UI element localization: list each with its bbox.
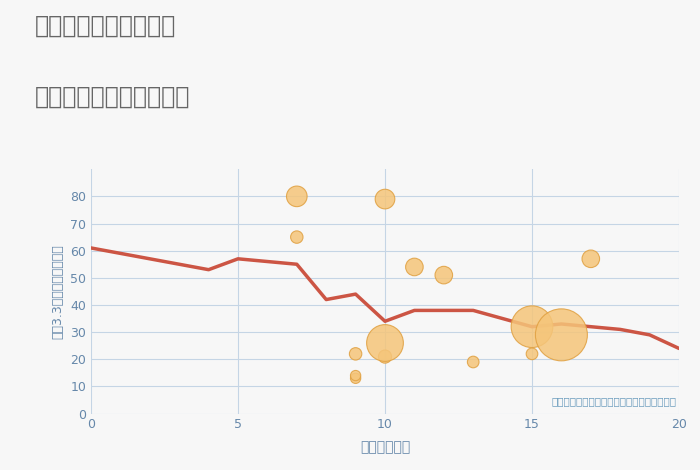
Y-axis label: 坪（3.3㎡）単価（万円）: 坪（3.3㎡）単価（万円） (52, 244, 64, 339)
Point (468, 358, 479, 366)
Point (556, 331, 567, 338)
Point (526, 323, 538, 330)
Point (291, 193, 302, 200)
Text: 奈良県生駒市有里町の: 奈良県生駒市有里町の (35, 14, 176, 38)
Point (526, 350, 538, 358)
X-axis label: 駅距離（分）: 駅距離（分） (360, 440, 410, 454)
Point (379, 196, 391, 203)
Text: 円の大きさは、取引のあった物件面積を示す: 円の大きさは、取引のあった物件面積を示す (551, 396, 676, 406)
Point (409, 263, 420, 271)
Point (379, 353, 391, 360)
Point (350, 375, 361, 382)
Text: 駅距離別中古戸建て価格: 駅距離別中古戸建て価格 (35, 85, 190, 109)
Point (350, 350, 361, 358)
Point (379, 339, 391, 347)
Point (350, 372, 361, 379)
Point (585, 255, 596, 263)
Point (438, 271, 449, 279)
Point (291, 233, 302, 241)
